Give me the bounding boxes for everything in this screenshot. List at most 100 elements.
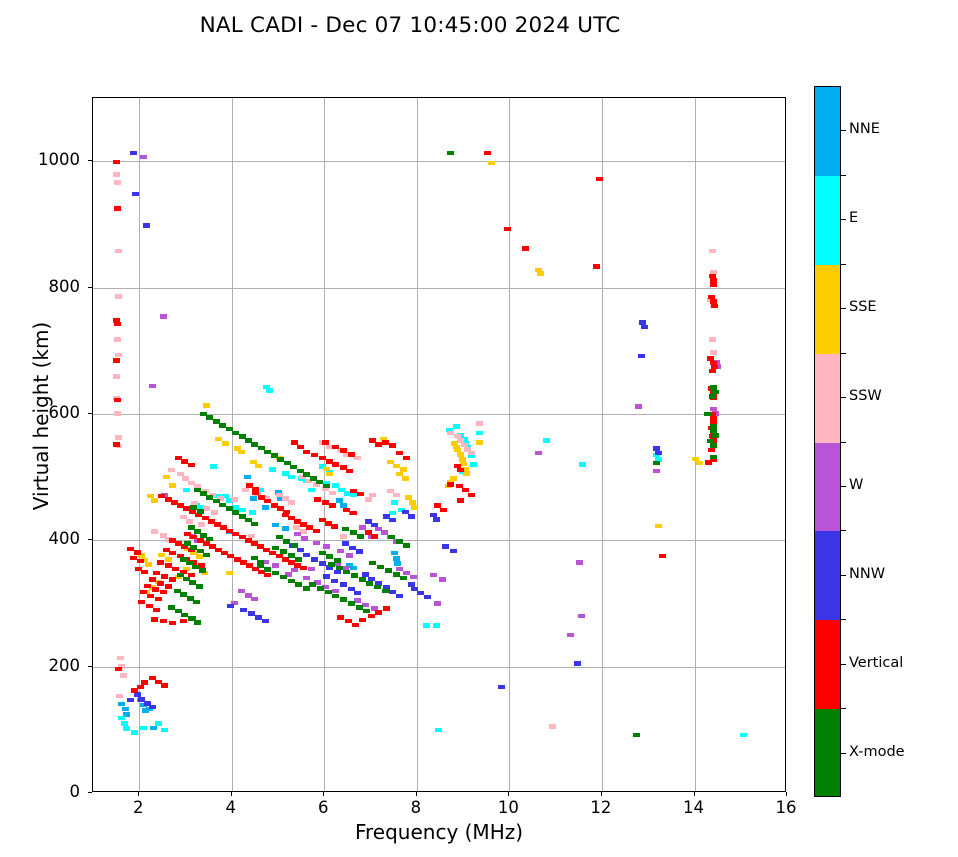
data-point-nnw: [247, 611, 255, 616]
data-point-x-mode: [257, 563, 264, 568]
y-tick: [88, 539, 92, 541]
data-point-e: [422, 623, 430, 628]
data-point-w: [261, 559, 269, 564]
data-point-vertical: [169, 550, 177, 556]
data-point-x-mode: [326, 554, 334, 559]
data-point-w: [159, 314, 167, 319]
data-point-vertical: [189, 509, 196, 515]
data-point-w: [429, 572, 437, 578]
data-point-ssw: [392, 492, 400, 497]
data-point-sse: [695, 460, 703, 466]
data-point-nnw: [395, 593, 403, 599]
data-point-nnw: [364, 519, 372, 524]
data-point-e: [196, 505, 204, 510]
data-point-vertical: [318, 517, 326, 523]
data-point-vertical: [131, 688, 139, 693]
data-point-ssw: [298, 474, 306, 480]
data-point-vertical: [468, 492, 475, 497]
data-point-vertical: [184, 531, 192, 537]
colorbar-segment-nne[interactable]: [815, 87, 840, 177]
data-point-vertical: [281, 512, 289, 518]
data-point-sse: [326, 471, 334, 477]
data-point-nnw: [442, 544, 450, 549]
colorbar-segment-vertical[interactable]: [815, 620, 840, 710]
data-point-nnw: [574, 661, 582, 666]
data-point-vertical: [352, 622, 360, 628]
data-point-ssw: [115, 294, 123, 299]
x-tick-label: 2: [133, 798, 144, 817]
data-point-vertical: [141, 680, 149, 685]
data-point-w: [272, 563, 280, 568]
data-point-sse: [411, 505, 419, 510]
data-point-nnw: [407, 582, 415, 587]
data-point-x-mode: [190, 505, 198, 510]
data-point-w: [251, 596, 259, 602]
colorbar-segment-ssw[interactable]: [815, 353, 840, 444]
data-point-x-mode: [194, 620, 202, 625]
data-point-nnw: [326, 565, 334, 570]
data-point-w: [381, 530, 388, 535]
colorbar[interactable]: [814, 86, 841, 797]
colorbar-segment-e[interactable]: [815, 175, 840, 266]
data-point-w: [323, 544, 331, 549]
colorbar-separator: [841, 619, 846, 621]
plot-area[interactable]: [92, 97, 786, 792]
data-point-x-mode: [199, 533, 207, 538]
data-point-e: [338, 487, 346, 492]
data-point-vertical: [202, 541, 210, 546]
colorbar-segment-x-mode[interactable]: [815, 709, 840, 796]
data-point-ssw: [114, 352, 122, 358]
data-point-x-mode: [199, 491, 207, 496]
colorbar-segment-nnw[interactable]: [815, 531, 840, 621]
data-point-sse: [405, 495, 412, 500]
data-point-vertical: [133, 550, 141, 555]
data-point-e: [344, 491, 351, 496]
data-point-x-mode: [198, 568, 206, 573]
data-point-vertical: [245, 563, 253, 568]
data-point-sse: [400, 467, 408, 472]
data-point-x-mode: [206, 536, 214, 542]
data-point-nne: [121, 706, 129, 712]
data-point-ssw: [288, 500, 296, 505]
data-point-ssw: [460, 442, 468, 448]
data-point-vertical: [112, 318, 120, 323]
data-point-vertical: [440, 507, 448, 513]
data-point-x-mode: [225, 506, 233, 511]
colorbar-label-vertical: Vertical: [849, 654, 904, 671]
colorbar-segment-sse[interactable]: [815, 264, 840, 355]
data-point-sse: [457, 452, 465, 457]
data-point-w: [395, 566, 403, 571]
data-point-nnw: [383, 585, 391, 590]
data-point-e: [307, 487, 315, 492]
data-point-vertical: [290, 440, 298, 445]
data-point-vertical: [232, 531, 239, 537]
data-point-e: [238, 507, 246, 513]
data-point-x-mode: [318, 550, 326, 556]
data-point-vertical: [150, 617, 158, 622]
data-point-nne: [392, 556, 400, 561]
data-point-vertical: [710, 416, 718, 421]
y-tick-label: 600: [48, 402, 81, 422]
data-point-vertical: [138, 599, 146, 605]
data-point-nnw: [239, 607, 247, 612]
colorbar-separator: [841, 174, 846, 176]
data-point-vertical: [136, 558, 144, 564]
data-point-vertical: [455, 483, 463, 489]
data-point-x-mode: [709, 424, 717, 429]
data-point-vertical: [176, 503, 184, 508]
x-tick-label: 8: [410, 798, 422, 817]
data-point-nnw: [432, 517, 440, 522]
data-point-ssw: [446, 430, 454, 436]
data-point-vertical: [245, 483, 253, 488]
data-point-x-mode: [287, 578, 295, 583]
data-point-vertical: [238, 534, 246, 540]
x-tick-label: 10: [497, 798, 519, 817]
data-point-nne: [118, 701, 126, 707]
data-point-nnw: [127, 697, 135, 703]
data-point-nne: [141, 708, 149, 713]
colorbar-segment-w[interactable]: [815, 442, 840, 532]
data-point-ssw: [203, 506, 211, 511]
data-point-vertical: [461, 487, 469, 492]
data-point-vertical: [201, 515, 209, 521]
gridline-horizontal: [93, 413, 785, 415]
